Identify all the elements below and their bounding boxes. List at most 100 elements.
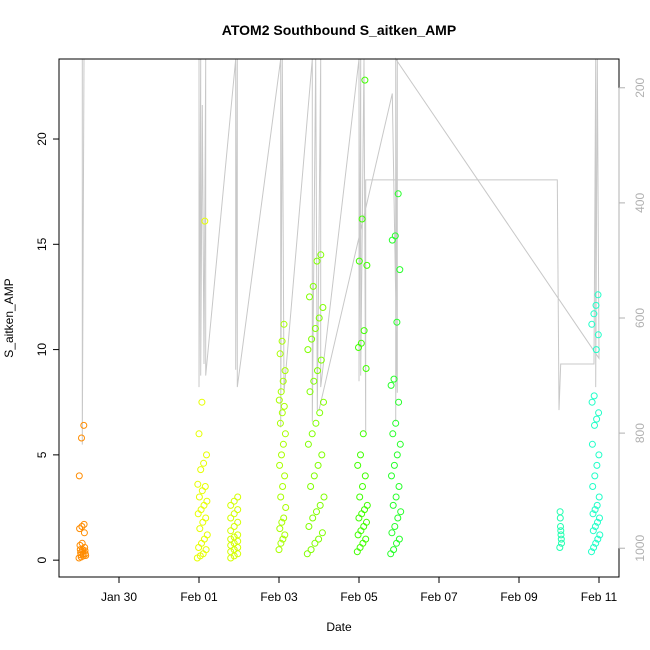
data-point (393, 318, 401, 326)
data-point (227, 535, 235, 543)
data-point (389, 501, 397, 509)
data-point (203, 451, 210, 459)
data-point (197, 466, 205, 474)
data-point (194, 480, 202, 488)
data-point (393, 451, 401, 459)
data-point (76, 541, 84, 549)
data-point (196, 525, 204, 533)
x-tick-label: Feb 03 (260, 590, 298, 604)
data-point (360, 327, 368, 335)
data-point (197, 506, 205, 514)
secondary-line-layer (81, 57, 600, 445)
data-point (309, 282, 317, 290)
y-tick-label: 0 (35, 556, 49, 563)
data-point (320, 398, 327, 406)
data-point (313, 257, 321, 265)
data-point (279, 483, 287, 490)
data-point (234, 531, 242, 539)
data-point (278, 337, 286, 345)
y-tick-label: 5 (35, 451, 49, 458)
data-point (227, 514, 235, 522)
data-point (278, 518, 286, 526)
data-point (76, 525, 84, 533)
data-point (310, 472, 318, 480)
data-point (591, 506, 599, 514)
data-point (357, 451, 364, 459)
data-point (557, 523, 564, 530)
data-point (227, 501, 235, 509)
data-point (313, 508, 320, 516)
data-point (198, 398, 206, 406)
y2-tick-label: 1000 (633, 535, 647, 562)
y-tick-label: 20 (35, 132, 49, 146)
data-point (314, 367, 321, 375)
data-point (201, 483, 209, 490)
data-point (311, 325, 319, 332)
data-point (594, 518, 601, 526)
data-point (592, 539, 600, 547)
data-point (316, 501, 324, 509)
data-point (318, 529, 326, 537)
x-tick-label: Feb 05 (340, 590, 378, 604)
plot-frame (58, 58, 620, 578)
data-point (363, 518, 370, 526)
data-point (306, 388, 314, 396)
data-point (305, 523, 313, 530)
data-point (590, 310, 598, 318)
data-point (390, 546, 398, 554)
data-point (354, 531, 362, 539)
data-point (276, 350, 284, 358)
data-point (391, 523, 399, 530)
data-point (317, 356, 325, 364)
data-point (281, 430, 289, 438)
secondary-y-axis: 200 400 600 800 1000 (618, 77, 647, 562)
data-point (312, 419, 320, 427)
data-point (195, 493, 203, 501)
data-point (588, 398, 596, 406)
data-point (277, 388, 285, 396)
data-point (307, 546, 315, 554)
data-point (588, 320, 596, 328)
data-point (78, 523, 86, 530)
y2-tick-label: 800 (633, 423, 647, 443)
data-point (361, 76, 369, 84)
secondary-series-line (81, 57, 600, 445)
data-point (276, 419, 284, 427)
data-point (392, 493, 400, 501)
x-tick-label: Feb 07 (420, 590, 458, 604)
y-axis-label: S_aitken_AMP (2, 278, 16, 357)
data-point (76, 546, 84, 554)
data-point (556, 544, 564, 551)
data-point (395, 535, 403, 543)
data-point (281, 472, 289, 480)
data-point (588, 440, 596, 448)
data-point (359, 430, 367, 438)
data-point (363, 501, 371, 509)
data-point (282, 504, 290, 511)
data-point (593, 415, 601, 423)
data-point (78, 434, 85, 442)
data-point (80, 421, 88, 429)
data-point (315, 535, 323, 543)
data-point (590, 392, 598, 400)
data-point (230, 497, 238, 505)
data-point (596, 514, 603, 522)
data-point (200, 501, 208, 509)
data-point (395, 398, 403, 406)
data-point (320, 493, 328, 501)
data-point (314, 461, 322, 469)
data-point (194, 510, 202, 518)
y-axis: 0 5 10 15 20 (35, 132, 59, 563)
data-point (593, 461, 601, 469)
data-point (199, 518, 207, 526)
data-point (593, 501, 601, 509)
data-point (387, 381, 395, 389)
data-point (279, 535, 287, 543)
data-point (592, 301, 600, 309)
data-point (591, 421, 598, 429)
x-axis-label: Date (326, 620, 352, 634)
data-point (275, 546, 283, 554)
data-point (362, 535, 370, 543)
data-point (594, 331, 602, 339)
data-point (195, 544, 203, 551)
